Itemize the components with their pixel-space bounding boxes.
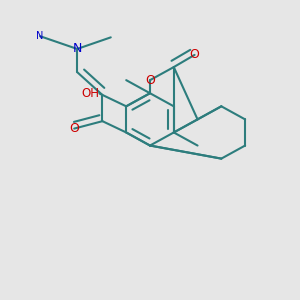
Text: O: O [190,48,200,62]
Text: O: O [69,122,79,135]
Text: OH: OH [82,87,100,100]
Text: N: N [73,42,82,56]
Text: O: O [145,74,155,87]
Text: N: N [36,31,44,41]
